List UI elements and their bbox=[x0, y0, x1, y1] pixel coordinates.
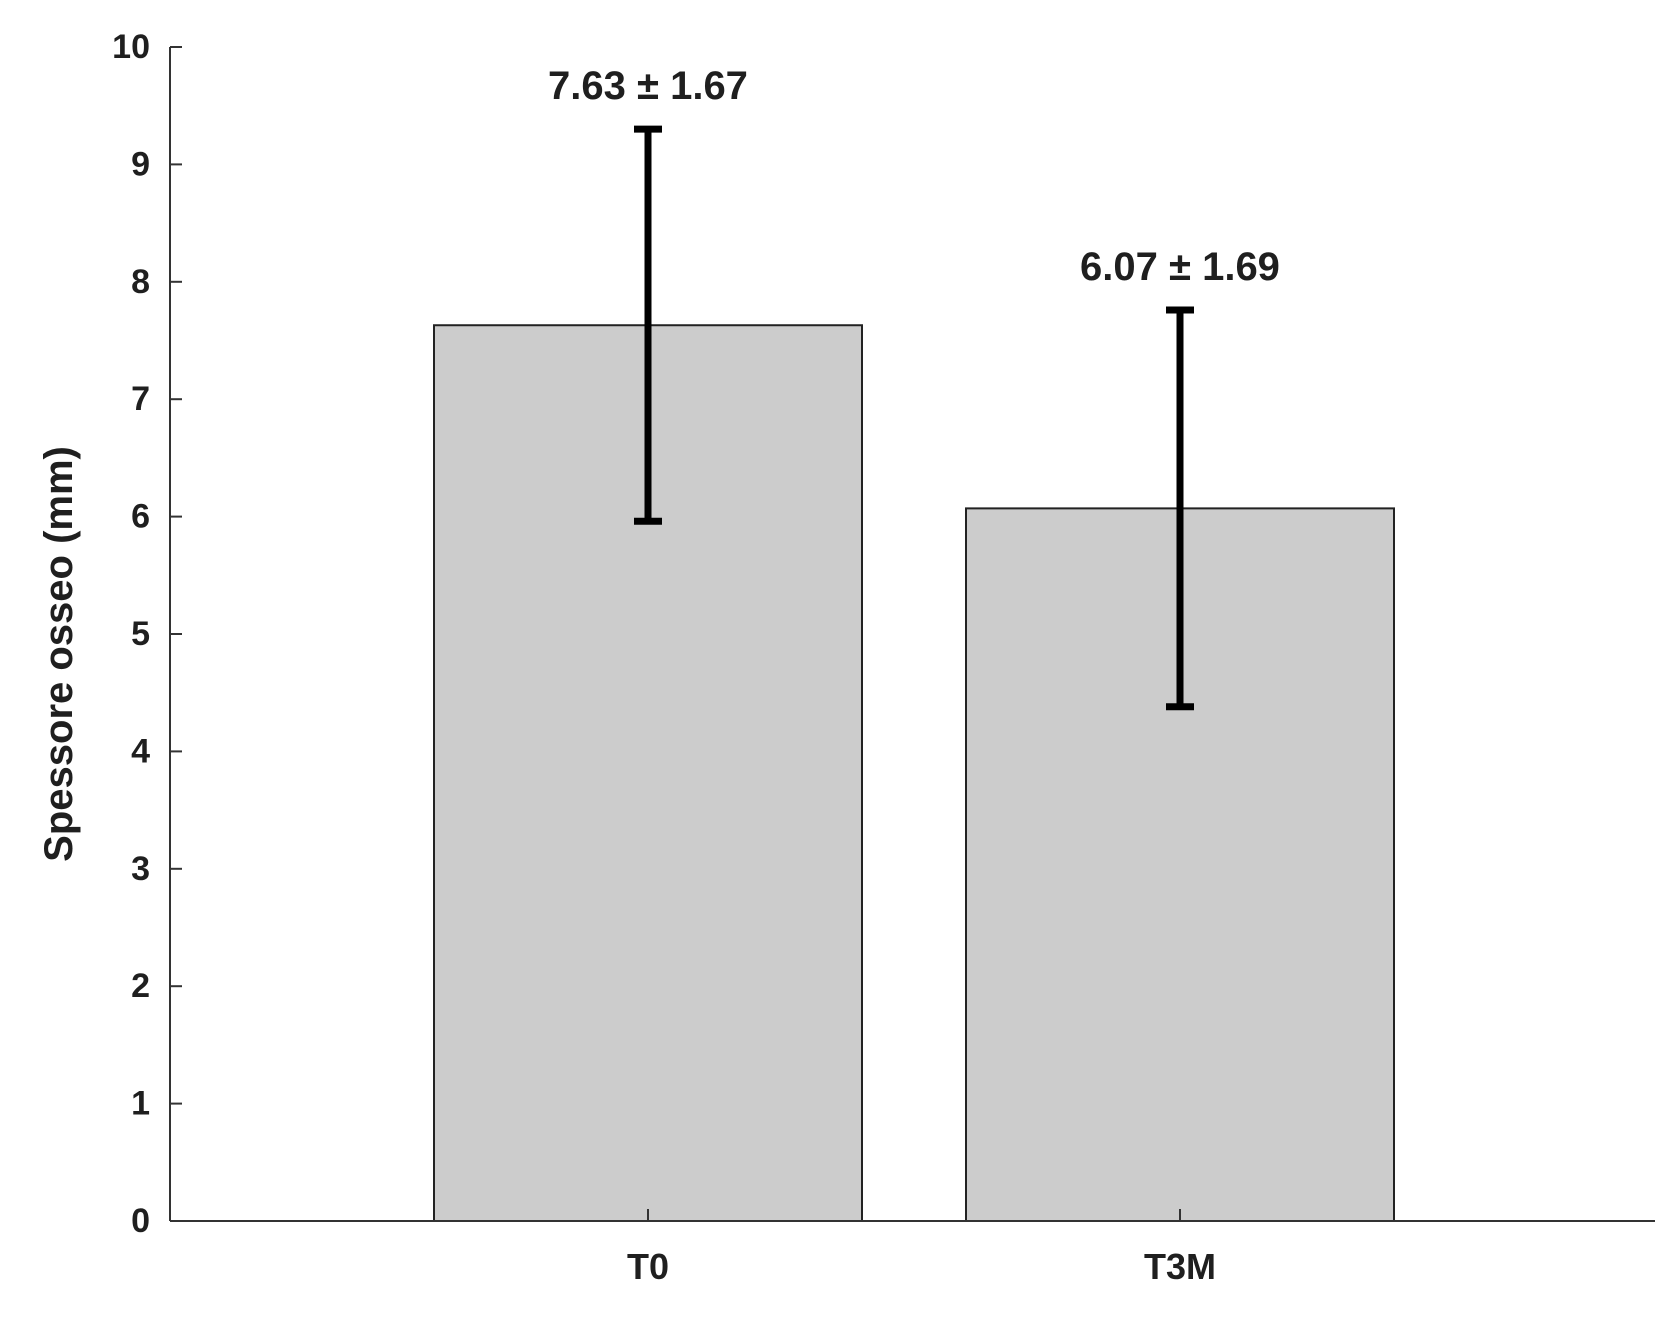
data-label-t3m: 6.07 ± 1.69 bbox=[1080, 245, 1280, 289]
y-tick-label-3: 3 bbox=[131, 850, 150, 888]
y-tick-label-7: 7 bbox=[131, 380, 150, 418]
y-tick-label-1: 1 bbox=[131, 1085, 150, 1123]
bars-layer bbox=[433, 324, 1395, 1223]
y-axis-title: Spessore osseo (mm) bbox=[37, 446, 81, 862]
y-tick-label-4: 4 bbox=[131, 732, 150, 770]
y-tick-label-8: 8 bbox=[131, 263, 150, 301]
y-tick-label-6: 6 bbox=[131, 498, 150, 536]
labels-layer: 0 1 2 3 4 5 6 7 8 9 10 T0 T3M 7.63 ± 1.67 6.07 ± 1.69 bbox=[112, 28, 1280, 1287]
y-tick-label-5: 5 bbox=[131, 615, 150, 653]
y-tick-label-2: 2 bbox=[131, 967, 150, 1005]
x-tick-label-t3m: T3M bbox=[1144, 1246, 1216, 1287]
axes-layer bbox=[169, 46, 1655, 1222]
y-tick-label-9: 9 bbox=[131, 145, 150, 183]
data-label-t0: 7.63 ± 1.67 bbox=[548, 64, 748, 108]
error-bars-layer bbox=[634, 125, 1194, 711]
x-tick-label-t0: T0 bbox=[627, 1246, 669, 1287]
y-tick-label-10: 10 bbox=[112, 28, 150, 66]
y-tick-label-0: 0 bbox=[131, 1202, 150, 1240]
